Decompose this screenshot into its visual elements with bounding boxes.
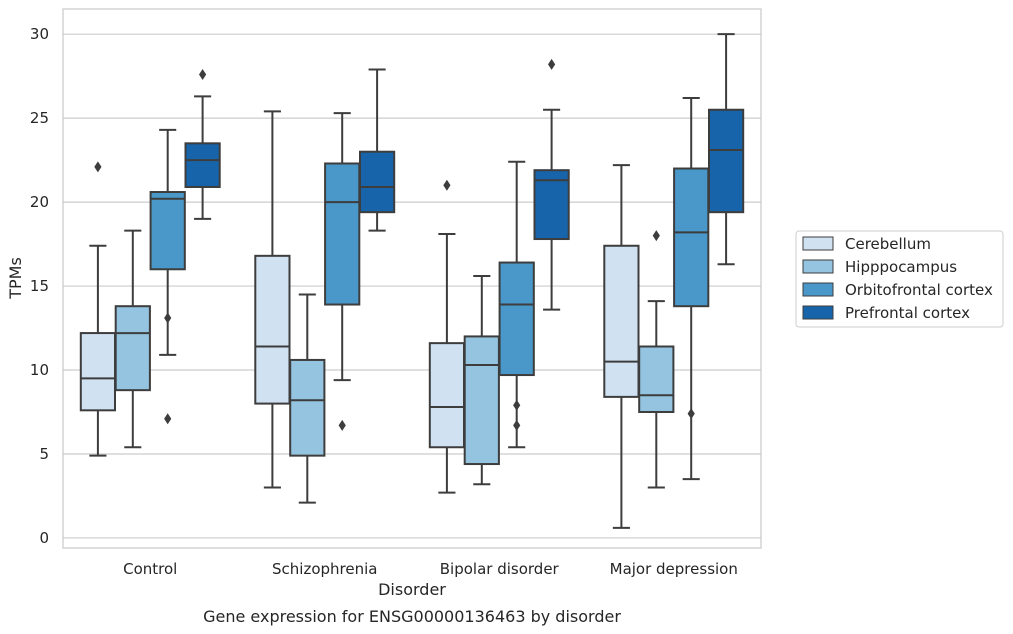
box-iqr — [149, 191, 186, 271]
box-iqr — [289, 358, 326, 457]
legend-label: Hipppocampus — [845, 258, 957, 276]
box-group — [149, 128, 186, 425]
box-group — [463, 274, 500, 486]
box-group — [79, 161, 117, 457]
box-group — [184, 68, 221, 220]
legend-frame — [795, 230, 1004, 328]
y-tick-label: 10 — [30, 361, 49, 379]
x-tick-label: Schizophrenia — [272, 560, 377, 578]
legend-swatch — [802, 305, 834, 320]
x-tick-label: Major depression — [610, 560, 738, 578]
outlier-point — [164, 413, 172, 425]
box-group — [498, 160, 535, 449]
box-iqr — [428, 342, 466, 449]
box-iqr — [638, 345, 675, 413]
box-iqr — [184, 142, 221, 188]
box-iqr — [463, 335, 500, 466]
box-iqr — [114, 305, 151, 392]
box-group — [533, 58, 570, 311]
box-iqr — [498, 261, 535, 377]
box-group — [114, 229, 151, 449]
box-group — [358, 68, 396, 232]
y-tick-label: 20 — [30, 193, 49, 211]
outlier-point — [513, 399, 521, 411]
legend-label: Prefrontal cortex — [845, 304, 970, 322]
outlier-point — [687, 408, 695, 420]
x-tick-label: Control — [123, 560, 177, 578]
box-group — [707, 33, 745, 266]
outlier-point — [164, 312, 172, 324]
legend-label: Orbitofrontal cortex — [845, 281, 993, 299]
y-axis-label: TPMs — [6, 257, 25, 300]
legend-swatch — [802, 236, 834, 251]
y-tick-label: 0 — [39, 529, 49, 547]
legend-swatch — [802, 259, 834, 274]
box-iqr — [533, 169, 570, 241]
x-tick-label: Bipolar disorder — [440, 560, 560, 578]
outlier-point — [443, 179, 451, 191]
legend: Cerebellum Hipppocampus Orbitofrontal cort… — [795, 230, 1004, 328]
plot-frame — [62, 8, 762, 549]
y-tick-label: 5 — [39, 445, 49, 463]
outlier-point — [199, 68, 207, 80]
box-group — [324, 112, 361, 431]
outlier-point — [513, 419, 521, 431]
legend-label: Cerebellum — [845, 235, 931, 253]
box-group — [289, 293, 326, 504]
x-tick-labels: Control Schizophrenia Bipolar disorder Majo… — [123, 560, 738, 578]
box-iqr — [79, 332, 117, 412]
box-group — [428, 179, 466, 494]
box-group — [638, 230, 675, 489]
box-group — [254, 110, 291, 489]
y-tick-label: 15 — [30, 277, 49, 295]
box-iqr — [324, 162, 361, 306]
outlier-point — [338, 419, 346, 431]
y-tick-label: 30 — [30, 25, 49, 43]
outlier-point — [94, 161, 102, 173]
box-iqr — [673, 167, 710, 308]
box-iqr — [358, 150, 396, 214]
box-iqr — [707, 108, 745, 214]
boxes — [79, 33, 745, 529]
box-group — [603, 164, 640, 529]
box-iqr — [254, 254, 291, 405]
y-tick-label: 25 — [30, 109, 49, 127]
box-iqr — [603, 244, 640, 398]
x-axis-label: Disorder — [378, 580, 446, 599]
outlier-point — [652, 230, 660, 242]
y-tick-labels: 0 5 10 15 20 25 30 — [30, 25, 49, 547]
chart-caption: Gene expression for ENSG00000136463 by d… — [203, 607, 621, 626]
outlier-point — [548, 58, 556, 70]
box-group — [673, 96, 710, 481]
legend-swatch — [802, 282, 834, 297]
